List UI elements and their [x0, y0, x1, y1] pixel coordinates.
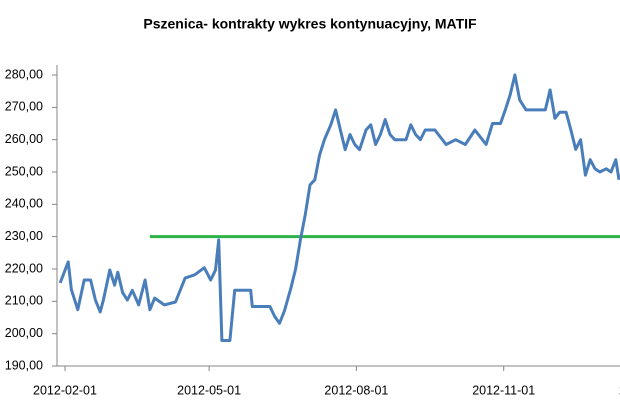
y-tick-label: 220,00: [5, 261, 43, 275]
y-tick-label: 250,00: [5, 164, 43, 178]
y-tick-label: 240,00: [5, 197, 43, 211]
x-tick-label: 2012-05-01: [177, 383, 241, 397]
y-tick-label: 190,00: [5, 358, 43, 372]
x-tick-label: 2012-08-01: [324, 383, 388, 397]
y-tick-label: 230,00: [5, 229, 43, 243]
y-tick-label: 270,00: [5, 100, 43, 114]
y-tick-label: 260,00: [5, 132, 43, 146]
chart-title: Pszenica- kontrakty wykres kontynuacyjny…: [143, 16, 477, 32]
y-tick-label: 280,00: [5, 67, 43, 81]
line-series: [58, 73, 620, 342]
y-tick-label: 210,00: [5, 294, 43, 308]
y-tick-label: 200,00: [5, 326, 43, 340]
x-tick-label: 2012-11-01: [472, 383, 535, 397]
x-tick-label: 2012-02-01: [33, 383, 97, 397]
